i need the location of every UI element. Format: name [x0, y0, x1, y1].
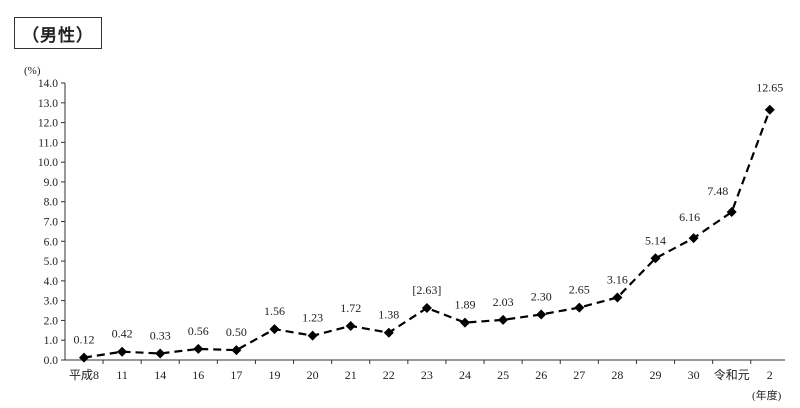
chart-title-box: （男性）	[14, 17, 102, 49]
data-point	[574, 302, 585, 313]
data-point	[612, 292, 623, 303]
data-point	[345, 320, 356, 331]
data-point	[231, 345, 242, 356]
x-tick-label: 19	[269, 368, 281, 382]
data-point	[764, 104, 775, 115]
y-tick-label: 14.0	[38, 78, 58, 90]
y-tick-label: 4.0	[44, 276, 59, 288]
data-label: 5.14	[645, 233, 666, 247]
chart-title: （男性）	[22, 25, 94, 46]
x-tick-label: 22	[383, 368, 395, 382]
data-point	[307, 330, 318, 341]
y-tick-label: 2.0	[44, 315, 59, 327]
data-point	[421, 302, 432, 313]
data-labels-group: 0.12 0.42 0.33 0.56 0.50 1.56 1.23 1.72 1.38 [2.6…	[74, 81, 784, 347]
data-point	[193, 343, 204, 354]
data-label: 0.12	[74, 333, 95, 347]
data-point	[155, 348, 166, 359]
data-label: 1.23	[302, 311, 323, 325]
x-tick-label: 28	[611, 368, 623, 382]
data-point	[498, 314, 509, 325]
x-tick-label: 24	[459, 368, 471, 382]
data-label: 2.30	[531, 289, 552, 303]
y-tick-label: 5.0	[44, 256, 59, 268]
x-tick-label: 14	[154, 368, 166, 382]
x-tick-label: 23	[421, 368, 433, 382]
data-point	[117, 346, 128, 357]
data-label: 0.50	[226, 325, 247, 339]
data-label: 1.89	[455, 298, 476, 312]
axes: 0.0 1.0 2.0 3.0 4.0 5.0 6.0 7.0 8.0 9.0 10.0 11.0 12…	[38, 78, 785, 382]
data-label: 7.48	[707, 184, 728, 198]
x-tick-label: 2	[767, 368, 773, 382]
y-axis-unit: (%)	[24, 65, 41, 77]
data-point	[269, 324, 280, 335]
data-label: 0.56	[188, 324, 209, 338]
y-tick-label: 7.0	[44, 217, 59, 229]
series-line	[83, 109, 771, 359]
data-label: 0.33	[150, 328, 171, 342]
x-tick-label: 令和元	[714, 367, 750, 382]
x-tick-label: 25	[497, 368, 509, 382]
y-tick-label: 1.0	[44, 335, 59, 347]
data-point	[460, 317, 470, 328]
x-tick-label: 26	[535, 368, 547, 382]
y-tick-label: 3.0	[44, 296, 59, 308]
series-group	[79, 104, 775, 363]
y-tick-label: 12.0	[38, 118, 58, 130]
y-tick-label: 11.0	[38, 137, 58, 149]
data-point	[688, 233, 699, 244]
data-label: [2.63]	[412, 283, 441, 297]
y-tick-label: 8.0	[44, 197, 59, 209]
data-label: 1.56	[264, 304, 285, 318]
data-point	[536, 309, 547, 320]
data-label: 3.16	[607, 272, 628, 286]
data-point	[650, 253, 661, 264]
data-label: 2.65	[569, 283, 590, 297]
data-label: 6.16	[679, 210, 700, 224]
x-tick-label: 21	[345, 368, 357, 382]
x-tick-label: 11	[116, 368, 128, 382]
y-tick-label: 10.0	[38, 157, 58, 169]
data-point	[79, 352, 89, 363]
y-tick-label: 9.0	[44, 177, 59, 189]
y-tick-label: 6.0	[44, 236, 59, 248]
x-tick-label: 30	[688, 368, 700, 382]
data-label: 12.65	[756, 81, 783, 95]
y-tick-label: 0.0	[44, 355, 59, 367]
x-axis-unit: (年度)	[752, 388, 782, 402]
data-label: 1.72	[340, 301, 361, 315]
data-point	[726, 207, 737, 218]
x-tick-label: 16	[192, 368, 204, 382]
x-tick-label: 29	[650, 368, 662, 382]
data-point	[383, 327, 394, 338]
x-tick-label: 平成8	[69, 368, 99, 382]
y-tick-label: 13.0	[38, 98, 58, 110]
x-tick-label: 17	[230, 368, 242, 382]
data-label: 0.42	[112, 327, 133, 341]
x-tick-label: 20	[307, 368, 319, 382]
data-label: 2.03	[493, 295, 514, 309]
x-tick-label: 27	[573, 368, 585, 382]
data-label: 1.38	[378, 308, 399, 322]
